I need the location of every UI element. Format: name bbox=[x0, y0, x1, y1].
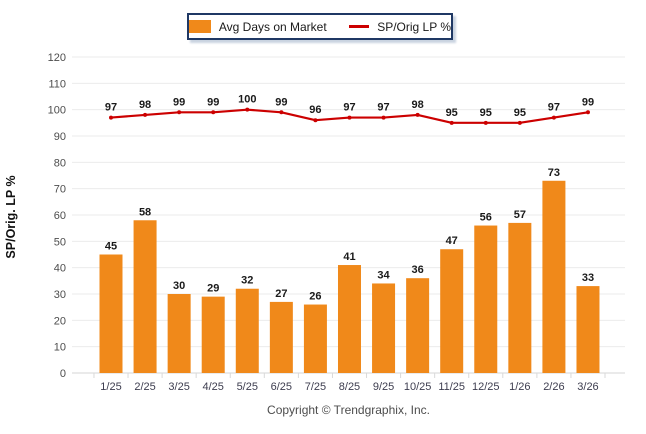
bar-1/26 bbox=[508, 222, 532, 373]
line-marker-8/25 bbox=[347, 115, 352, 120]
bar-value-label-3/25: 30 bbox=[173, 280, 185, 292]
y-tick-label-30: 30 bbox=[54, 289, 66, 301]
line-value-label-4/25: 99 bbox=[207, 96, 219, 108]
bar-10/25 bbox=[406, 278, 430, 373]
bar-11/25 bbox=[440, 249, 464, 373]
x-tick-label-3/25: 3/25 bbox=[168, 381, 189, 393]
line-value-label-11/25: 95 bbox=[446, 107, 458, 119]
x-tick-label-3/26: 3/26 bbox=[577, 381, 598, 393]
line-marker-3/25 bbox=[177, 110, 182, 115]
line-value-label-2/26: 97 bbox=[548, 102, 560, 114]
bar-value-label-3/26: 33 bbox=[582, 272, 594, 284]
y-tick-label-110: 110 bbox=[48, 78, 66, 90]
x-tick-label-8/25: 8/25 bbox=[339, 381, 360, 393]
bar-value-label-11/25: 47 bbox=[446, 235, 458, 247]
line-value-label-3/26: 99 bbox=[582, 96, 594, 108]
line-marker-9/25 bbox=[381, 115, 386, 120]
line-marker-2/25 bbox=[143, 112, 148, 117]
x-tick-label-11/25: 11/25 bbox=[438, 381, 465, 393]
y-tick-label-80: 80 bbox=[54, 157, 66, 169]
x-tick-label-7/25: 7/25 bbox=[305, 381, 326, 393]
y-tick-label-50: 50 bbox=[54, 236, 66, 248]
line-series-swatch bbox=[348, 25, 370, 28]
line-marker-5/25 bbox=[245, 107, 250, 112]
bar-3/25 bbox=[167, 294, 191, 373]
bar-2/26 bbox=[542, 180, 566, 373]
bar-series-swatch bbox=[189, 20, 211, 33]
x-tick-label-12/25: 12/25 bbox=[472, 381, 500, 393]
x-tick-label-1/25: 1/25 bbox=[100, 381, 121, 393]
line-marker-1/25 bbox=[109, 115, 113, 120]
line-marker-7/25 bbox=[313, 118, 318, 123]
bar-value-label-5/25: 32 bbox=[241, 275, 253, 287]
line-marker-6/25 bbox=[279, 110, 284, 115]
bar-8/25 bbox=[337, 265, 361, 373]
line-value-label-1/25: 97 bbox=[105, 102, 117, 114]
y-tick-label-90: 90 bbox=[54, 131, 66, 143]
bar-value-label-8/25: 41 bbox=[343, 251, 355, 263]
y-tick-label-10: 10 bbox=[54, 342, 66, 354]
bar-value-label-2/25: 58 bbox=[139, 206, 151, 218]
line-value-label-1/26: 95 bbox=[514, 107, 526, 119]
chart-legend: Avg Days on Market SP/Orig LP % bbox=[187, 13, 453, 40]
bar-value-label-1/26: 57 bbox=[514, 209, 526, 221]
line-marker-12/25 bbox=[483, 120, 488, 125]
bar-7/25 bbox=[303, 304, 327, 373]
line-series-label: SP/Orig LP % bbox=[377, 19, 451, 34]
x-tick-label-5/25: 5/25 bbox=[237, 381, 258, 393]
bar-series-label: Avg Days on Market bbox=[218, 19, 327, 34]
bar-3/26 bbox=[576, 286, 600, 373]
line-value-label-8/25: 97 bbox=[343, 102, 355, 114]
bar-value-label-9/25: 34 bbox=[377, 269, 390, 281]
bar-4/25 bbox=[201, 296, 225, 373]
x-tick-label-2/25: 2/25 bbox=[134, 381, 155, 393]
bar-value-label-2/26: 73 bbox=[548, 167, 560, 179]
line-value-label-3/25: 99 bbox=[173, 96, 185, 108]
y-tick-label-100: 100 bbox=[48, 105, 66, 117]
line-value-label-10/25: 98 bbox=[412, 99, 424, 111]
line-marker-3/26 bbox=[585, 110, 590, 115]
line-value-label-7/25: 96 bbox=[309, 104, 321, 116]
line-marker-10/25 bbox=[415, 112, 420, 117]
bar-2/25 bbox=[133, 220, 157, 373]
line-marker-11/25 bbox=[449, 120, 454, 125]
line-value-label-12/25: 95 bbox=[480, 107, 492, 119]
bar-value-label-12/25: 56 bbox=[480, 212, 492, 224]
y-tick-label-40: 40 bbox=[54, 263, 66, 275]
x-tick-label-2/26: 2/26 bbox=[543, 381, 564, 393]
x-tick-label-1/26: 1/26 bbox=[509, 381, 530, 393]
bar-12/25 bbox=[474, 225, 498, 373]
bar-5/25 bbox=[235, 288, 259, 373]
line-value-label-6/25: 99 bbox=[275, 96, 287, 108]
bar-value-label-6/25: 27 bbox=[275, 288, 287, 300]
bar-6/25 bbox=[269, 301, 293, 373]
x-tick-label-9/25: 9/25 bbox=[373, 381, 394, 393]
x-tick-label-10/25: 10/25 bbox=[404, 381, 432, 393]
y-tick-label-60: 60 bbox=[54, 210, 66, 222]
bar-1/25 bbox=[99, 254, 123, 373]
bar-value-label-4/25: 29 bbox=[207, 283, 219, 295]
y-tick-label-120: 120 bbox=[48, 52, 66, 64]
bar-value-label-10/25: 36 bbox=[412, 264, 424, 276]
line-value-label-5/25: 100 bbox=[238, 94, 256, 106]
y-tick-label-70: 70 bbox=[54, 184, 66, 196]
bar-value-label-7/25: 26 bbox=[309, 291, 321, 303]
line-value-label-2/25: 98 bbox=[139, 99, 151, 111]
copyright-text: Copyright © Trendgraphix, Inc. bbox=[267, 403, 430, 417]
line-marker-4/25 bbox=[211, 110, 216, 115]
y-tick-label-0: 0 bbox=[60, 368, 66, 380]
bar-9/25 bbox=[372, 283, 396, 373]
line-value-label-9/25: 97 bbox=[377, 102, 389, 114]
x-tick-label-4/25: 4/25 bbox=[202, 381, 223, 393]
line-marker-1/26 bbox=[517, 120, 522, 125]
bar-value-label-1/25: 45 bbox=[105, 241, 117, 253]
line-marker-2/26 bbox=[551, 115, 556, 120]
x-tick-label-6/25: 6/25 bbox=[271, 381, 292, 393]
y-tick-label-20: 20 bbox=[54, 315, 66, 327]
